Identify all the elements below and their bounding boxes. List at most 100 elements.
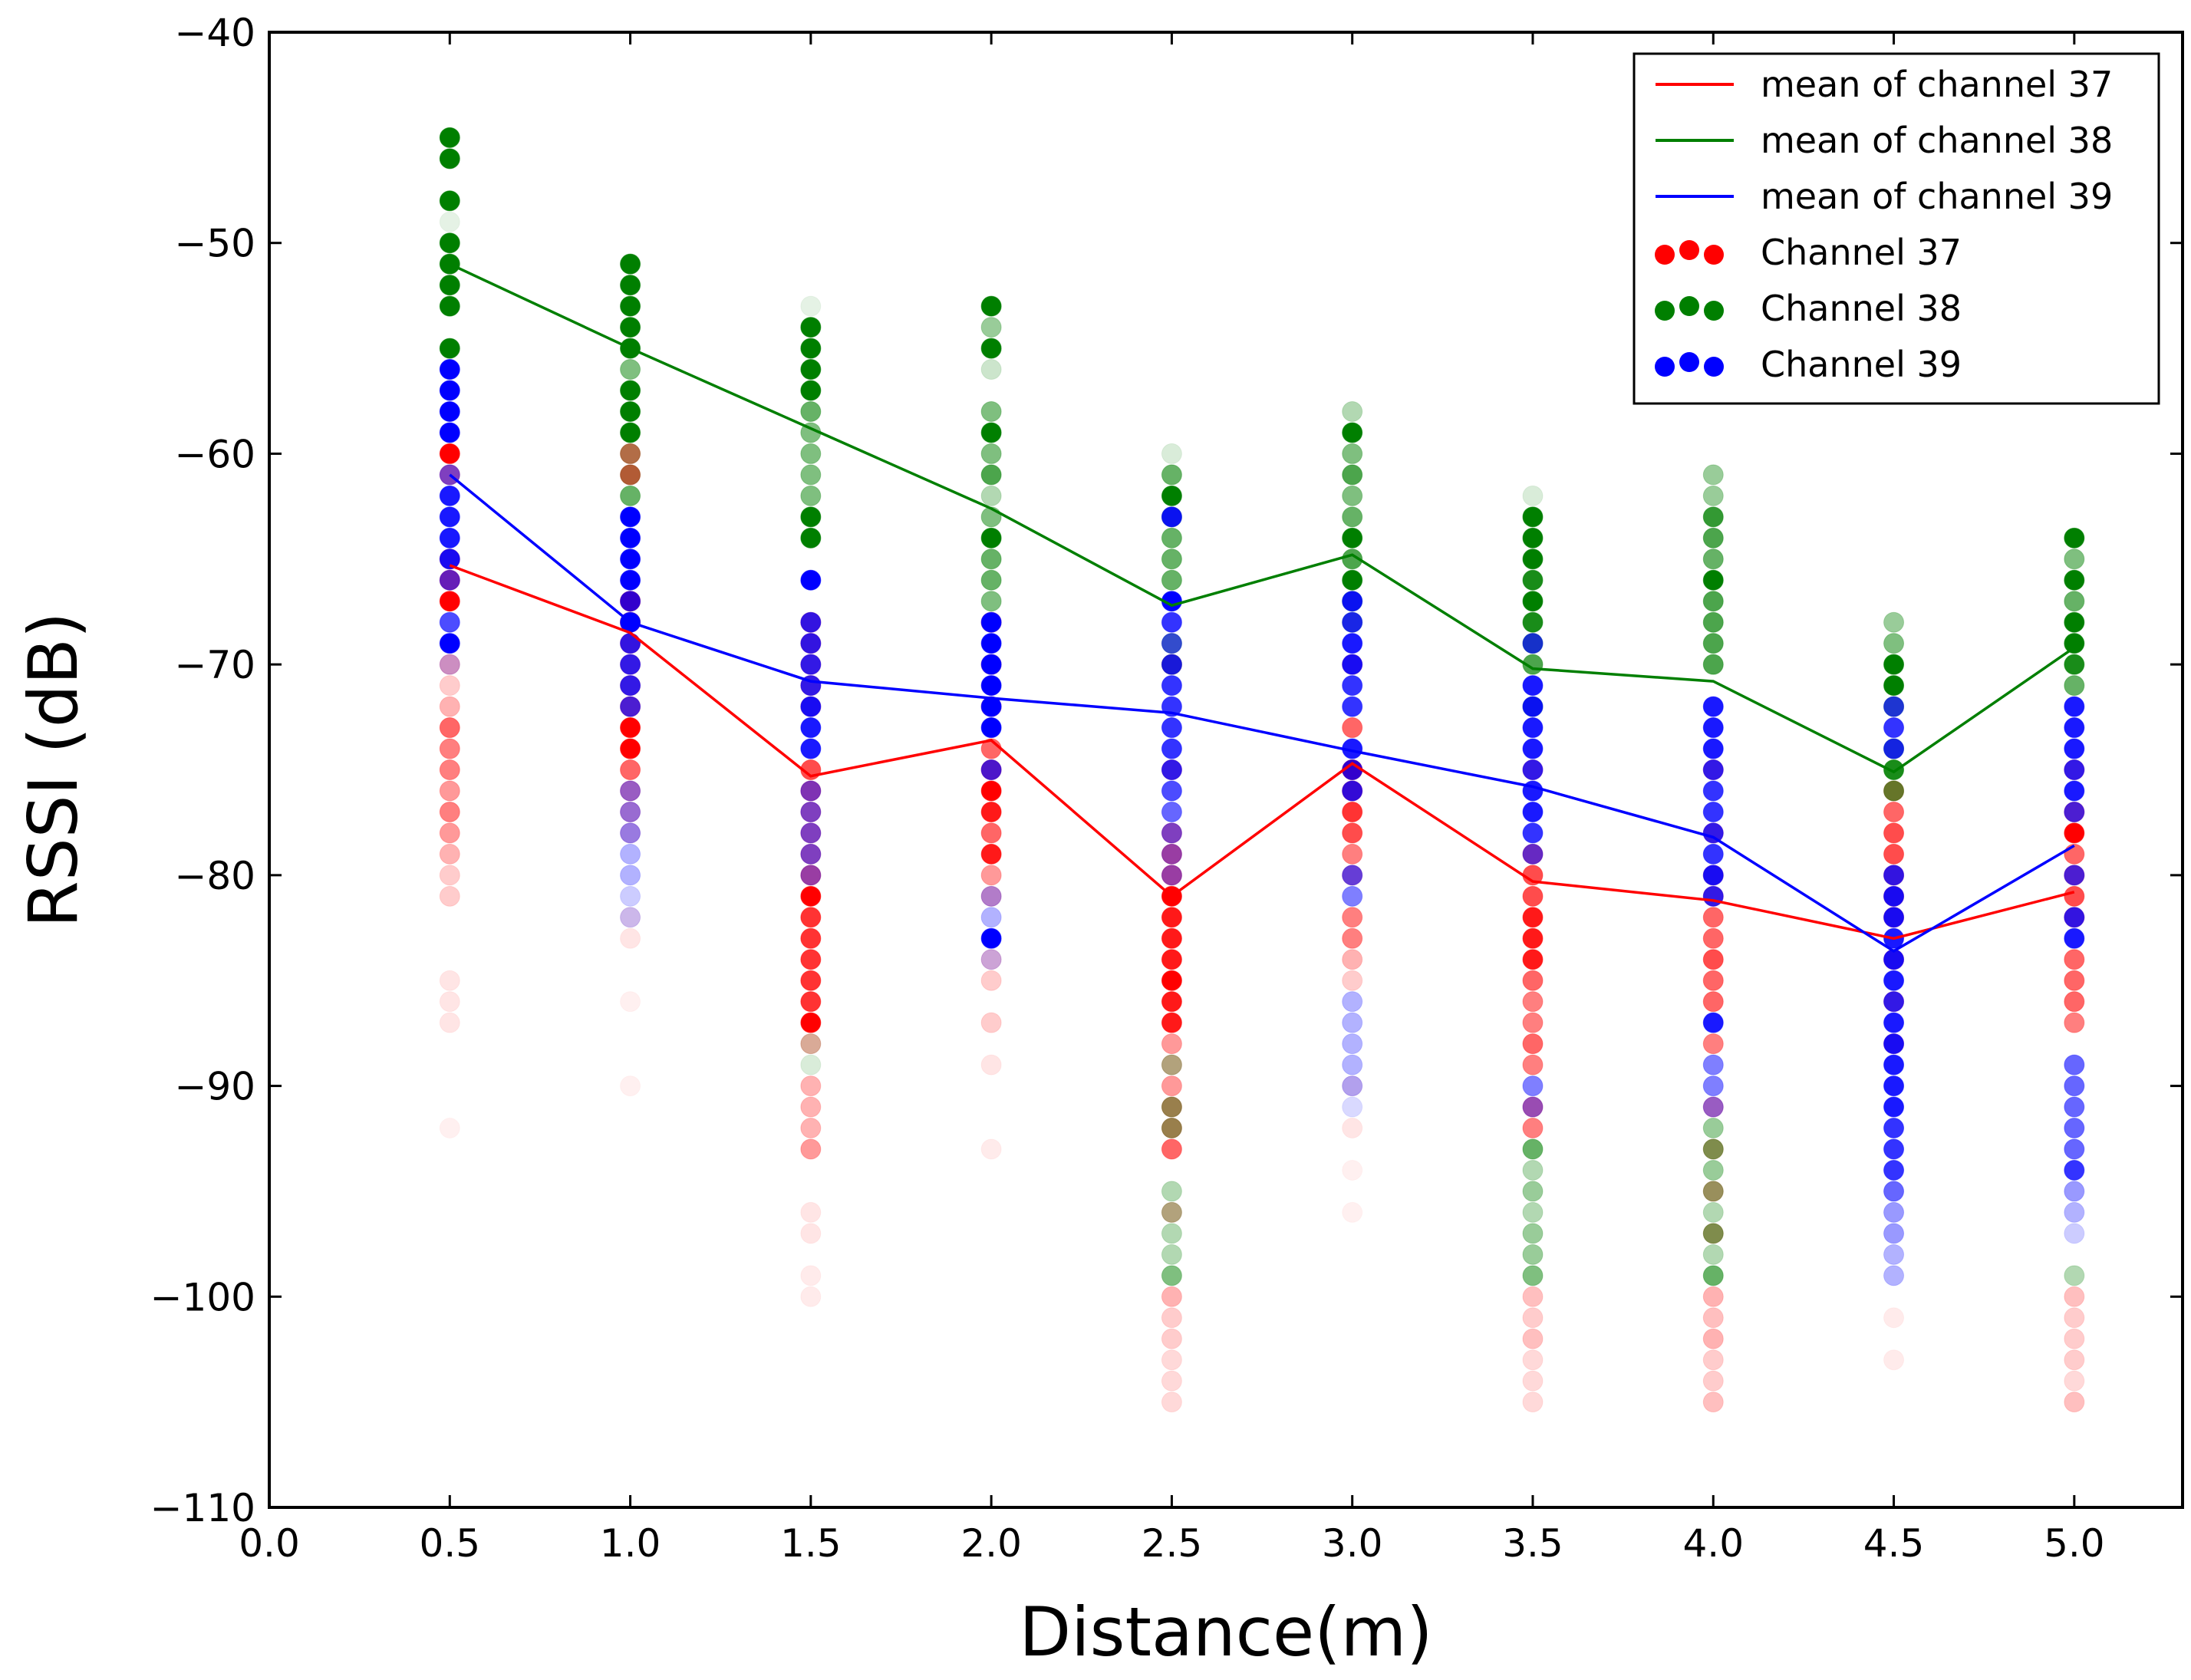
legend-dot-swatch — [1704, 245, 1724, 265]
scatter-point — [1702, 759, 1724, 780]
scatter-point — [620, 991, 641, 1012]
scatter-point — [620, 275, 641, 296]
legend-dot-swatch — [1704, 301, 1724, 321]
y-tick-label: −50 — [174, 222, 255, 266]
scatter-point — [800, 717, 822, 739]
scatter-point — [440, 1118, 460, 1138]
scatter-point — [620, 295, 641, 317]
legend-dot-swatch — [1679, 240, 1699, 260]
scatter-point — [2064, 759, 2085, 780]
scatter-point — [1522, 1138, 1544, 1160]
legend-dot-swatch — [1655, 301, 1675, 321]
scatter-point — [800, 611, 822, 633]
x-tick-label: 1.0 — [600, 1521, 661, 1566]
scatter-point — [1161, 927, 1182, 949]
scatter-point — [980, 422, 1002, 443]
scatter-point — [800, 633, 822, 654]
scatter-point — [2064, 1286, 2085, 1307]
scatter-point — [980, 400, 1002, 422]
legend-box — [1633, 52, 2160, 405]
scatter-point — [1161, 1223, 1182, 1244]
x-tick-label: 4.0 — [1682, 1521, 1744, 1566]
scatter-point — [620, 633, 641, 654]
scatter-point — [1883, 1076, 1905, 1097]
scatter-point — [439, 380, 460, 401]
scatter-point — [1342, 569, 1363, 591]
scatter-point — [800, 949, 822, 970]
scatter-point — [439, 865, 460, 886]
scatter-point — [1161, 991, 1182, 1013]
scatter-point — [1161, 780, 1182, 802]
scatter-point — [980, 548, 1002, 570]
scatter-point — [1522, 675, 1544, 697]
scatter-point — [1702, 843, 1724, 865]
scatter-point — [800, 506, 822, 528]
x-tick-label: 2.0 — [960, 1521, 1022, 1566]
scatter-point — [2064, 675, 2085, 697]
scatter-point — [439, 211, 460, 232]
scatter-point — [1342, 780, 1363, 802]
scatter-point — [1883, 949, 1905, 970]
scatter-point — [2064, 1307, 2085, 1329]
scatter-point — [1522, 1096, 1544, 1118]
legend-label: mean of channel 38 — [1761, 120, 2113, 161]
scatter-point — [439, 591, 460, 612]
scatter-point — [1702, 1349, 1724, 1371]
scatter-point — [1161, 1054, 1182, 1076]
scatter-point — [1161, 1244, 1182, 1265]
scatter-point — [1342, 717, 1363, 739]
scatter-point — [1522, 527, 1544, 548]
scatter-point — [620, 843, 641, 865]
scatter-point — [1702, 927, 1724, 949]
scatter-point — [980, 295, 1002, 317]
scatter-point — [2064, 1201, 2085, 1223]
scatter-point — [2064, 1138, 2085, 1160]
scatter-point — [980, 927, 1002, 949]
scatter-point — [1161, 1328, 1182, 1349]
scatter-point — [1883, 696, 1905, 717]
x-tick-label: 1.5 — [780, 1521, 842, 1566]
scatter-point — [1522, 759, 1544, 780]
scatter-point — [1161, 865, 1182, 886]
scatter-point — [1702, 970, 1724, 991]
scatter-point — [1342, 991, 1363, 1013]
scatter-point — [1522, 885, 1544, 907]
scatter-point — [1702, 1307, 1724, 1329]
scatter-point — [1342, 1118, 1363, 1139]
scatter-point — [620, 422, 641, 443]
scatter-point — [439, 759, 460, 780]
scatter-point — [1522, 1118, 1544, 1139]
scatter-point — [1702, 1265, 1724, 1286]
scatter-point — [2064, 1181, 2085, 1202]
scatter-point — [1161, 1181, 1182, 1202]
scatter-point — [800, 317, 822, 338]
scatter-point — [1702, 991, 1724, 1013]
scatter-point — [2064, 865, 2085, 886]
scatter-point — [1883, 675, 1905, 697]
scatter-point — [439, 1012, 460, 1033]
scatter-point — [1883, 1012, 1905, 1033]
scatter-point — [1342, 1012, 1363, 1033]
scatter-point — [620, 885, 641, 907]
scatter-point — [1342, 1054, 1363, 1076]
scatter-point — [1342, 443, 1363, 464]
scatter-point — [1161, 654, 1182, 675]
mean-line-channel-39 — [449, 473, 2075, 953]
scatter-point — [980, 611, 1002, 633]
scatter-point — [1883, 991, 1905, 1013]
scatter-point — [1702, 611, 1724, 633]
scatter-point — [1161, 506, 1182, 528]
scatter-point — [800, 338, 822, 359]
scatter-point — [1342, 1076, 1363, 1097]
scatter-point — [1702, 1181, 1724, 1202]
scatter-point — [1342, 506, 1363, 528]
scatter-point — [1702, 865, 1724, 886]
scatter-point — [620, 759, 641, 780]
scatter-point — [620, 569, 641, 591]
scatter-point — [1342, 696, 1363, 717]
scatter-point — [1161, 843, 1182, 865]
scatter-point — [800, 1012, 822, 1033]
scatter-point — [1342, 970, 1363, 991]
scatter-point — [1342, 654, 1363, 675]
